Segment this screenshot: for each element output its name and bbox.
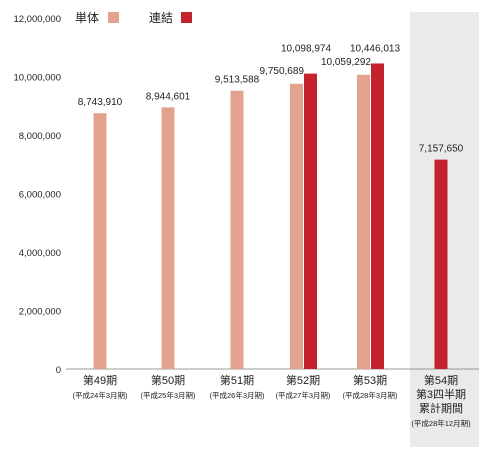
x-tick-label: (平成25年3月期) bbox=[140, 390, 196, 400]
data-label: 7,157,650 bbox=[419, 144, 464, 155]
legend-consolidated-label: 連結 bbox=[149, 11, 173, 25]
data-label: 10,098,974 bbox=[281, 44, 331, 55]
bar-standalone bbox=[290, 83, 303, 369]
axis-layer: 0 2,000,000 4,000,000 6,000,000 8,000,000 10,… bbox=[13, 14, 479, 428]
data-label: 10,059,292 bbox=[321, 57, 371, 68]
bar-consolidated bbox=[304, 73, 317, 369]
x-tick-label: (平成24年3月期) bbox=[72, 390, 128, 400]
x-tick-label: 第53期 bbox=[353, 373, 387, 387]
data-label: 8,743,910 bbox=[78, 97, 123, 108]
legend: 単体 連結 bbox=[75, 11, 192, 25]
data-label: 8,944,601 bbox=[146, 91, 191, 102]
x-tick-label: 第50期 bbox=[151, 373, 185, 387]
x-tick-label: (平成26年3月期) bbox=[209, 390, 265, 400]
x-tick-label: 第54期 bbox=[424, 373, 458, 387]
y-tick-label: 6,000,000 bbox=[19, 190, 61, 201]
bar-consolidated bbox=[434, 159, 448, 369]
data-label: 10,446,013 bbox=[350, 43, 400, 54]
y-tick-label: 0 bbox=[56, 365, 61, 376]
x-tick-label: (平成28年12月期) bbox=[411, 418, 471, 428]
x-tick-label: 第51期 bbox=[220, 373, 254, 387]
x-tick-label: (平成28年3月期) bbox=[342, 390, 398, 400]
legend-standalone-swatch bbox=[108, 12, 119, 23]
legend-standalone-label: 単体 bbox=[75, 11, 99, 25]
legend-consolidated-swatch bbox=[181, 12, 192, 23]
data-label: 9,513,588 bbox=[215, 75, 260, 86]
y-tick-label: 2,000,000 bbox=[19, 307, 61, 318]
y-tick-label: 12,000,000 bbox=[13, 14, 61, 25]
y-tick-label: 8,000,000 bbox=[19, 131, 61, 142]
data-label: 9,750,689 bbox=[260, 66, 305, 77]
x-tick-label: 第3四半期 bbox=[416, 387, 466, 401]
x-tick-label: (平成27年3月期) bbox=[275, 390, 331, 400]
x-tick-label: 第49期 bbox=[83, 373, 117, 387]
x-tick-label: 第52期 bbox=[286, 373, 320, 387]
bar-standalone bbox=[230, 90, 244, 370]
bar-consolidated bbox=[371, 63, 384, 369]
y-tick-label: 4,000,000 bbox=[19, 248, 61, 259]
bar-standalone bbox=[357, 74, 370, 369]
y-tick-label: 10,000,000 bbox=[13, 73, 61, 84]
bars-layer bbox=[93, 63, 448, 370]
x-tick-label: 累計期間 bbox=[419, 401, 463, 415]
bar-standalone bbox=[161, 107, 175, 369]
bar-standalone bbox=[93, 113, 107, 369]
